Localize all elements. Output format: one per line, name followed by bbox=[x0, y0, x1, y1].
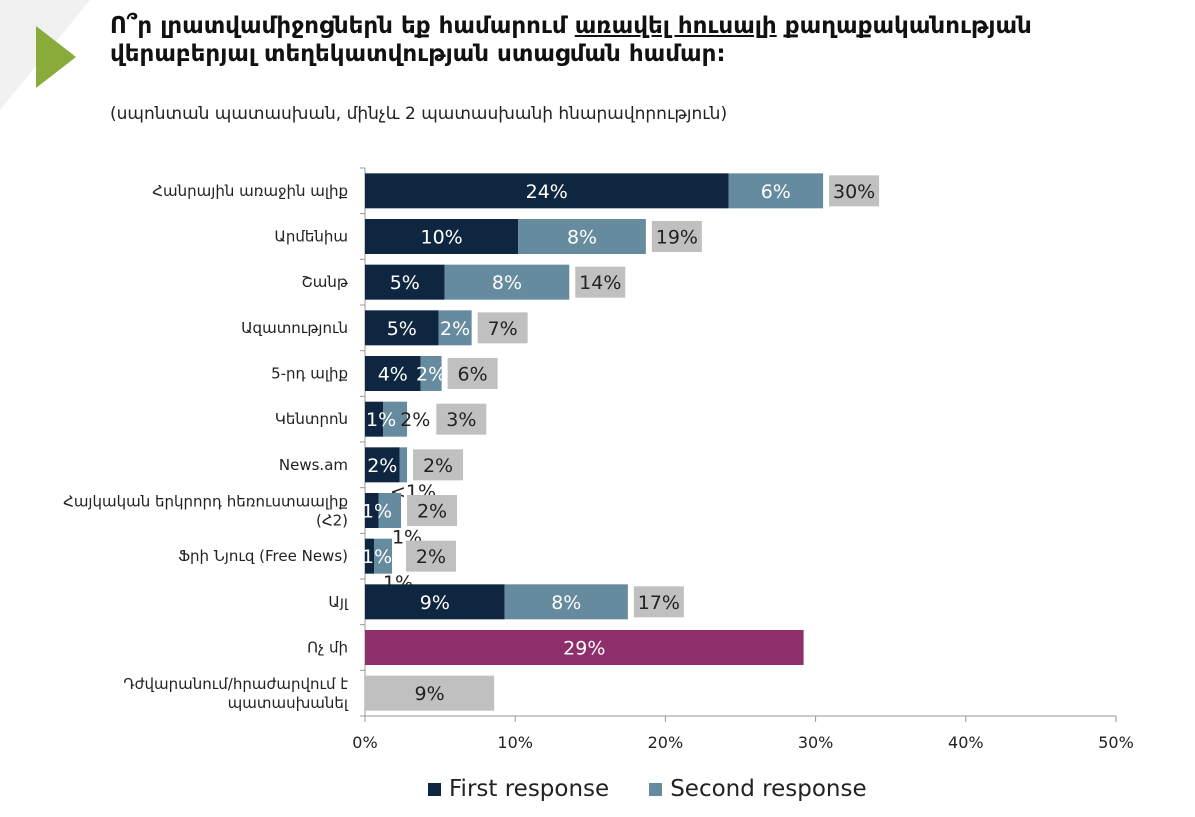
category-label: Ոչ մի bbox=[307, 639, 348, 657]
category-label: Շանթ bbox=[301, 273, 348, 291]
total-label: 7% bbox=[488, 318, 518, 340]
legend-item-second: Second response bbox=[649, 776, 867, 802]
category-label: Դժվարանում/հրաժարվում է bbox=[123, 675, 348, 693]
bar-first-response bbox=[365, 447, 400, 483]
category-label: Կենտրոն bbox=[275, 410, 348, 428]
bar-second-response bbox=[378, 493, 402, 528]
chart-subtitle: (սպոնտան պատասխան, մինչև 2 պատասխանի հնա… bbox=[110, 104, 728, 124]
total-label: 17% bbox=[638, 592, 680, 614]
total-label: 2% bbox=[416, 546, 446, 568]
bar-label-second: 8% bbox=[492, 272, 522, 294]
bar-label-second: 2% bbox=[440, 318, 470, 340]
title-part: Ո՞ր լրատվամիջոցներն եք համարում bbox=[110, 13, 575, 39]
chart-title: Ո՞ր լրատվամիջոցներն եք համարում առավել հ… bbox=[110, 12, 1110, 68]
total-box bbox=[651, 221, 702, 252]
x-tick-label: 0% bbox=[352, 733, 377, 752]
bar-first-response bbox=[365, 356, 421, 391]
legend-item-first: First response bbox=[428, 776, 609, 802]
bar-second-response bbox=[374, 538, 393, 574]
bar-first-response bbox=[365, 264, 445, 300]
bar-single bbox=[365, 630, 804, 665]
bar-second-response bbox=[728, 173, 824, 209]
x-tick-label: 20% bbox=[648, 733, 684, 752]
total-label: 3% bbox=[446, 409, 476, 431]
category-label: (Հ2) bbox=[316, 512, 348, 530]
bar-label-second: 2% bbox=[400, 409, 430, 431]
x-tick-label: 50% bbox=[1098, 733, 1134, 752]
bar-first-response bbox=[365, 173, 729, 209]
bar-second-response bbox=[383, 401, 408, 437]
x-tick-label: 40% bbox=[948, 733, 984, 752]
total-box bbox=[447, 358, 498, 389]
bar-label: 9% bbox=[415, 683, 445, 705]
bar-first-response bbox=[365, 310, 439, 346]
total-box bbox=[477, 312, 528, 344]
total-box bbox=[407, 495, 458, 526]
bar-label-first: 5% bbox=[387, 318, 417, 340]
bar-label-second: 2% bbox=[416, 364, 446, 386]
total-label: 14% bbox=[579, 272, 621, 294]
total-label: 6% bbox=[458, 364, 488, 386]
bar-second-response bbox=[504, 584, 628, 620]
bar-second-response bbox=[444, 264, 570, 300]
bar-second-response bbox=[518, 219, 646, 254]
category-label: Հանրային առաջին ալիք bbox=[152, 182, 348, 200]
bar-label-second: 8% bbox=[551, 592, 581, 614]
bar-label-first: 5% bbox=[390, 272, 420, 294]
x-tick-label: 30% bbox=[798, 733, 834, 752]
category-label: պատասխանել bbox=[228, 694, 349, 712]
legend: First response Second response bbox=[428, 776, 867, 802]
total-box bbox=[406, 540, 456, 572]
bar-second-response bbox=[399, 447, 408, 483]
total-label: 19% bbox=[656, 227, 698, 249]
category-label: Ազատություն bbox=[241, 319, 348, 337]
category-label: News.am bbox=[279, 456, 348, 474]
bar-label-second: 6% bbox=[761, 181, 791, 203]
category-label: Հայկական երկրորդ հեռուստաալիք bbox=[63, 493, 348, 511]
title-emphasis: առավել հուսալի bbox=[574, 13, 777, 39]
legend-label: First response bbox=[449, 776, 610, 802]
title-part: քաղաքականության վերաբերյալ տեղեկատվությա… bbox=[110, 13, 1032, 67]
legend-swatch bbox=[428, 782, 441, 796]
bar-single bbox=[365, 675, 495, 711]
bar-first-response bbox=[365, 401, 384, 437]
bar-label-first: 24% bbox=[526, 181, 568, 203]
bar-label-first: 1% bbox=[366, 409, 396, 431]
category-label: Ֆրի Նյուզ (Free News) bbox=[178, 547, 348, 565]
bar-label-second: 8% bbox=[567, 227, 597, 249]
category-label: Արմենիա bbox=[274, 228, 348, 246]
bar-label-first: 4% bbox=[378, 364, 408, 386]
bar-label-first: 9% bbox=[420, 592, 450, 614]
total-label: 2% bbox=[417, 501, 447, 523]
arrow-icon bbox=[36, 26, 76, 88]
total-label: 30% bbox=[833, 181, 875, 203]
bar-label-first: 1% bbox=[362, 546, 392, 568]
total-label: 2% bbox=[423, 455, 453, 477]
bar-label-first: 1% bbox=[362, 501, 392, 523]
legend-swatch bbox=[649, 782, 663, 796]
bar-first-response bbox=[365, 538, 375, 574]
bar-first-response bbox=[365, 219, 519, 254]
category-label: Այլ bbox=[328, 593, 349, 611]
bar-first-response bbox=[365, 584, 505, 620]
total-box bbox=[633, 586, 684, 618]
legend-label: Second response bbox=[670, 776, 867, 802]
bar-second-response bbox=[438, 310, 472, 346]
category-label: 5-րդ ալիք bbox=[271, 365, 348, 383]
total-box bbox=[413, 449, 464, 481]
total-box bbox=[829, 175, 880, 207]
x-tick-label: 10% bbox=[497, 733, 533, 752]
bar-label-first: 2% bbox=[367, 455, 397, 477]
bar-label-first: 10% bbox=[420, 227, 462, 249]
bar-label: 29% bbox=[563, 638, 605, 660]
total-box bbox=[575, 266, 626, 298]
total-box bbox=[436, 403, 487, 435]
bar-second-response bbox=[420, 356, 442, 391]
bar-first-response bbox=[365, 493, 379, 528]
